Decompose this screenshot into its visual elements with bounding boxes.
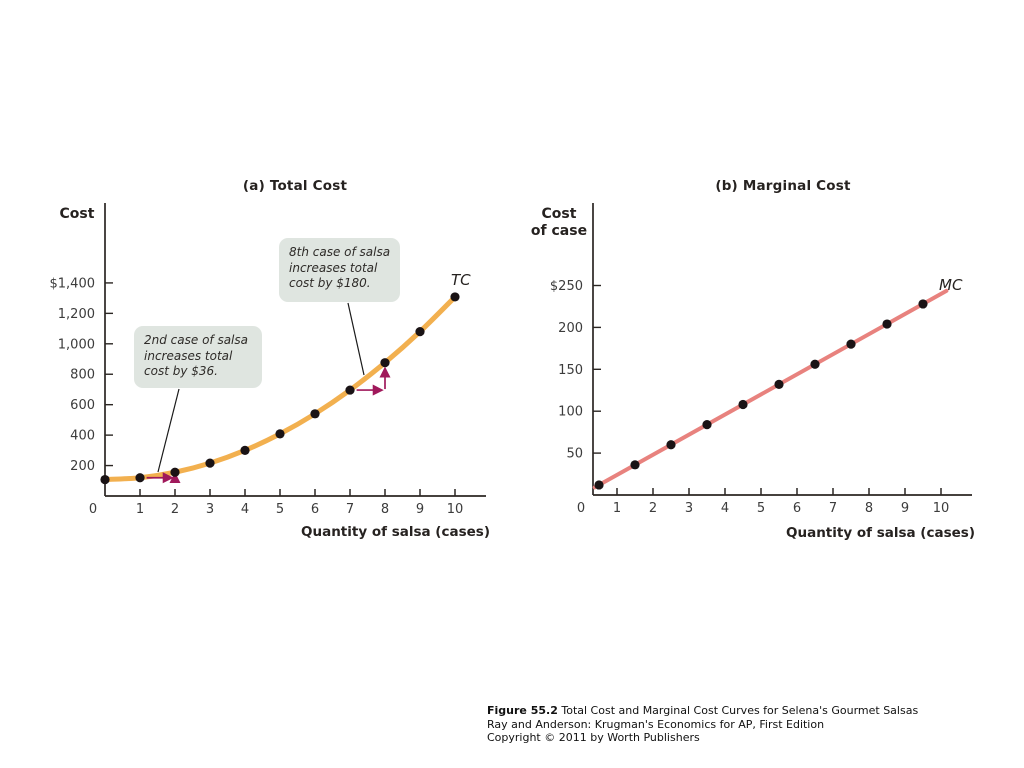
panel-b-title: (b) Marginal Cost [715, 178, 851, 194]
svg-text:400: 400 [70, 429, 95, 444]
svg-text:800: 800 [70, 368, 95, 383]
svg-text:4: 4 [241, 502, 249, 517]
svg-text:8: 8 [865, 501, 873, 516]
panel-b-x-axis-label: Quantity of salsa (cases) [786, 525, 975, 541]
svg-text:100: 100 [558, 405, 583, 420]
callout-2nd-case: 2nd case of salsa increases total cost b… [134, 326, 262, 388]
svg-text:2: 2 [649, 501, 657, 516]
svg-text:1,200: 1,200 [58, 307, 95, 322]
svg-text:6: 6 [793, 501, 801, 516]
svg-text:7: 7 [346, 502, 354, 517]
svg-text:4: 4 [721, 501, 729, 516]
panel-a-x-axis-label: Quantity of salsa (cases) [301, 524, 490, 540]
svg-text:3: 3 [206, 502, 214, 517]
svg-text:8: 8 [381, 502, 389, 517]
marginal-cost-plot: 50 100 150 200 $250 0 1 2 3 4 5 6 7 8 9 10 [550, 203, 972, 516]
svg-text:5: 5 [757, 501, 765, 516]
svg-text:9: 9 [416, 502, 424, 517]
mc-curve-label: MC [939, 276, 963, 294]
svg-text:10: 10 [447, 502, 464, 517]
svg-text:1: 1 [136, 502, 144, 517]
figure-number: Figure 55.2 [487, 704, 558, 717]
svg-text:50: 50 [566, 447, 583, 462]
svg-text:0: 0 [577, 501, 585, 516]
svg-text:1: 1 [613, 501, 621, 516]
panel-a-y-axis-label: Cost [59, 206, 95, 222]
svg-text:600: 600 [70, 398, 95, 413]
svg-text:0: 0 [89, 502, 97, 517]
svg-text:3: 3 [685, 501, 693, 516]
panel-a-title: (a) Total Cost [242, 178, 348, 194]
figure-title: Total Cost and Marginal Cost Curves for … [561, 704, 919, 717]
svg-text:9: 9 [901, 501, 909, 516]
caption-copyright: Copyright © 2011 by Worth Publishers [487, 731, 700, 744]
svg-text:7: 7 [829, 501, 837, 516]
tc-curve-label: TC [451, 271, 471, 289]
svg-text:5: 5 [276, 502, 284, 517]
svg-text:6: 6 [311, 502, 319, 517]
svg-text:200: 200 [558, 321, 583, 336]
total-cost-plot: 200 400 600 800 1,000 1,200 $1,400 0 1 2 3 4 5 6 7 8 9 10 [50, 203, 486, 517]
figure-caption: Figure 55.2 Total Cost and Marginal Cost… [487, 704, 987, 745]
svg-text:1,000: 1,000 [58, 337, 95, 352]
svg-text:$250: $250 [550, 279, 583, 294]
svg-text:200: 200 [70, 459, 95, 474]
panel-b-y-axis-label: Cost of case [530, 206, 588, 239]
callout-8th-case: 8th case of salsa increases total cost b… [279, 238, 400, 302]
svg-text:150: 150 [558, 363, 583, 378]
svg-text:10: 10 [933, 501, 950, 516]
caption-line-1: Figure 55.2 Total Cost and Marginal Cost… [487, 704, 987, 718]
svg-text:$1,400: $1,400 [50, 276, 96, 291]
svg-text:2: 2 [171, 502, 179, 517]
caption-source: Ray and Anderson: Krugman's Economics fo… [487, 717, 825, 731]
